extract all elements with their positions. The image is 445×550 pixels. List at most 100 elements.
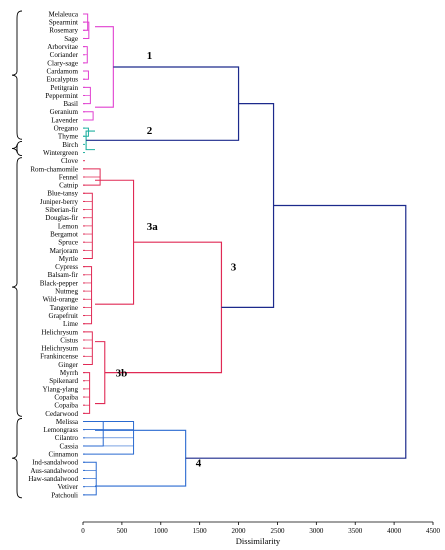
x-axis-label: Dissimilarity [236, 536, 281, 546]
cluster-label: 2 [147, 125, 153, 137]
leaf-label: Peppermint [45, 92, 78, 100]
leaf-label: Cedarwood [45, 410, 78, 418]
sub-branch [83, 111, 94, 121]
leaf-label: Cinnamon [48, 451, 78, 459]
leaf-label: Rom-chamomile [30, 165, 78, 173]
leaf-label: Eucalyptus [46, 76, 78, 84]
leaf-label: Douglas-fir [45, 214, 78, 222]
leaf-label: Cypress [55, 263, 78, 271]
leaf-label: Ind-sandalwood [32, 459, 78, 467]
leaf-label: Ylang-ylang [43, 385, 79, 393]
leaf-label: Myrtle [59, 255, 78, 263]
cluster-label: 3a [147, 221, 159, 233]
x-tick-label: 0 [81, 527, 85, 535]
leaf-label: Copaiba [54, 393, 78, 401]
sub-branch [83, 86, 91, 105]
leaf-label: Bergamot [50, 230, 78, 238]
leaf-label: Haw-sandalwood [28, 475, 78, 483]
leaf-label: Lemongrass [43, 426, 78, 434]
leaf-label: Nutmeg [55, 288, 78, 296]
leaf-label: Lemon [58, 222, 79, 230]
leaf-label: Birch [62, 141, 78, 149]
leaf-label: Siberian-fir [45, 206, 78, 214]
cluster-braces [11, 10, 23, 499]
cluster-label: 3 [231, 262, 237, 274]
merge-link [221, 103, 275, 308]
x-tick-label: 500 [117, 527, 128, 535]
leaf-label: Sage [64, 35, 78, 43]
leaf-label: Rosemary [49, 27, 78, 35]
sub-branch [83, 421, 135, 455]
sub-branch [83, 70, 89, 80]
leaf-label: Basil [63, 100, 78, 108]
x-tick-label: 2500 [270, 527, 285, 535]
leaf-label: Fennel [59, 173, 78, 181]
dendrogram-tree [83, 13, 407, 496]
x-tick-label: 2000 [232, 527, 247, 535]
leaf-label: Marjoram [50, 247, 79, 255]
cluster-branch [95, 26, 114, 108]
sub-branch [83, 46, 88, 64]
cluster-branch [95, 341, 106, 405]
leaf-label: Clove [61, 157, 78, 165]
leaf-label: Cistus [60, 336, 78, 344]
leaf-label: Wintergreen [43, 149, 78, 157]
merge-link [104, 241, 223, 374]
cluster-labels: 1 2 3 4 3a 3b [116, 50, 237, 470]
leaf-label: Cassia [59, 442, 78, 450]
sub-branch [83, 372, 91, 414]
x-axis: 0 500 1000 1500 2000 2500 3000 3500 4000 4500 [81, 521, 441, 535]
leaf-labels: MelaleucaSpearmintRosemarySageArborvitae… [28, 10, 79, 499]
x-tick-label: 1000 [154, 527, 169, 535]
leaf-label: Aus-sandalwood [30, 467, 78, 475]
leaf-label: Spearmint [49, 19, 78, 27]
leaf-label: Spikenard [49, 377, 78, 385]
leaf-label: Grapefruit [48, 312, 78, 320]
cluster-branch [95, 429, 187, 487]
x-tick-label: 4500 [426, 527, 441, 535]
leaf-label: Helichrysum [41, 328, 78, 336]
leaf-label: Vetiver [58, 483, 79, 491]
leaf-label: Helichrysum [41, 345, 78, 353]
x-tick-label: 3000 [309, 527, 324, 535]
cluster-branch [95, 179, 135, 305]
leaf-label: Copaiba [54, 402, 78, 410]
cluster-brace [11, 418, 23, 499]
merge-link [185, 204, 407, 459]
leaf-label: Balsam-fir [48, 271, 79, 279]
leaf-label: Petitgrain [50, 84, 78, 92]
cluster-brace [11, 10, 23, 140]
leaf-label: Thyme [58, 133, 78, 141]
merge-link [86, 66, 240, 141]
leaf-label: Catnip [59, 182, 78, 190]
leaf-label: Lime [63, 320, 78, 328]
sub-branch [83, 421, 104, 447]
leaf-label: Patchouli [51, 491, 78, 499]
leaf-label: Geranium [50, 108, 79, 116]
leaf-label: Cilantro [55, 434, 79, 442]
leaf-label: Arborvitae [47, 43, 78, 51]
cluster-brace [11, 157, 23, 417]
cluster-label: 3b [116, 368, 128, 380]
cluster-label: 4 [196, 457, 202, 469]
leaf-label: Frankincense [40, 353, 78, 361]
leaf-label: Juniper-berry [40, 198, 79, 206]
leaf-label: Blue-tansy [47, 190, 78, 198]
cluster-branch [85, 130, 95, 151]
leaf-label: Myrrh [60, 369, 79, 377]
cluster-label: 1 [147, 50, 153, 62]
leaf-label: Cardamom [46, 67, 78, 75]
sub-branch [83, 266, 93, 325]
leaf-label: Ginger [58, 361, 78, 369]
leaf-label: Tangerine [50, 304, 78, 312]
x-tick-label: 4000 [387, 527, 402, 535]
leaf-label: Black-pepper [40, 279, 79, 287]
leaf-label: Melissa [56, 418, 79, 426]
cluster-brace [11, 140, 23, 156]
leaf-label: Melaleuca [48, 10, 78, 18]
x-tick-label: 3500 [348, 527, 363, 535]
leaf-label: Oregano [54, 125, 79, 133]
leaf-label: Coriander [50, 51, 79, 59]
leaf-label: Spruce [58, 239, 78, 247]
